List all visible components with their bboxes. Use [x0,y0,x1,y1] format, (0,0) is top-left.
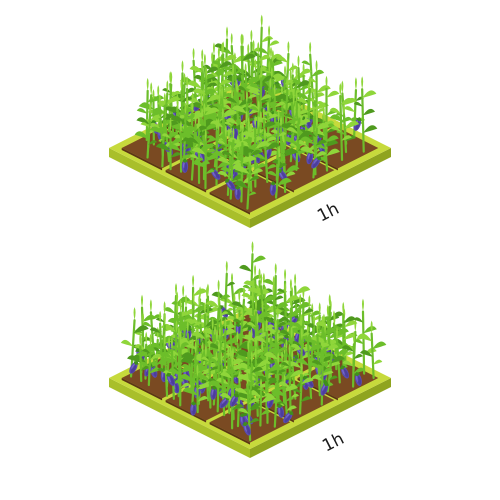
eggplant-plant [311,337,334,406]
farm-plot-top[interactable]: 1h [109,14,391,228]
eggplant-plant [191,128,219,190]
eggplant-plant [233,153,260,210]
eggplant-plant [341,331,365,388]
eggplant-plant [264,352,286,428]
eggplant-plant [219,354,244,430]
eggplant-plant [300,115,327,179]
eggplant-plant [267,145,292,199]
eggplant-plant [254,127,281,184]
eggplant-plant [270,374,299,424]
timer-label: 1h [319,429,347,457]
eggplant-plant [182,364,209,416]
eggplant-crop-icon [120,241,387,442]
eggplant-crop-icon [134,14,378,210]
eggplant-plant [357,320,387,380]
timer-label: 1h [314,199,342,227]
eggplant-plant [353,298,377,375]
eggplant-plant [235,371,260,442]
eggplant-plant [329,83,354,161]
eggplant-plant [141,333,162,387]
eggplant-plant [160,336,184,400]
eggplant-plant [155,118,183,171]
farm-plot-bottom[interactable]: 1h [109,241,391,458]
